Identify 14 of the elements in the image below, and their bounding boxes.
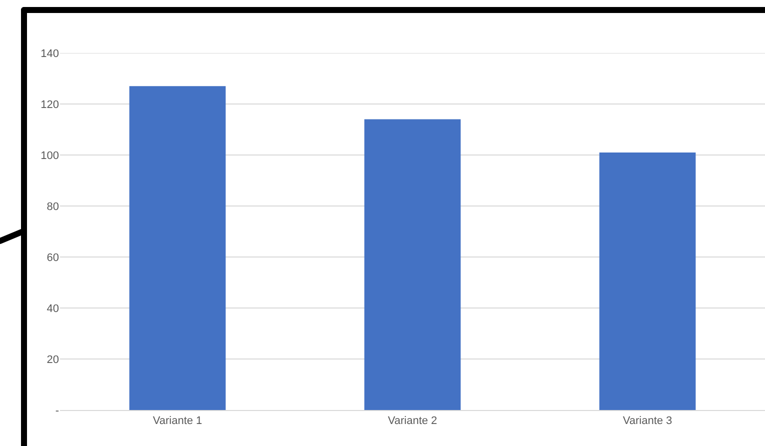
bar: [599, 152, 696, 410]
y-tick-label: 80: [46, 200, 59, 213]
y-tick-label: 60: [46, 252, 59, 264]
y-tick-label: 40: [46, 302, 59, 315]
bar: [129, 86, 226, 410]
y-tick-label: -: [55, 404, 60, 417]
y-tick-label: 120: [40, 98, 59, 111]
x-tick-label: Variante 2: [388, 415, 438, 428]
bar: [364, 119, 461, 410]
y-tick-label: 140: [40, 48, 59, 60]
x-tick-label: Variante 1: [152, 415, 202, 428]
y-tick-label: 20: [46, 354, 59, 366]
x-tick-label: Variante 3: [622, 415, 672, 428]
y-tick-label: 100: [40, 150, 59, 162]
